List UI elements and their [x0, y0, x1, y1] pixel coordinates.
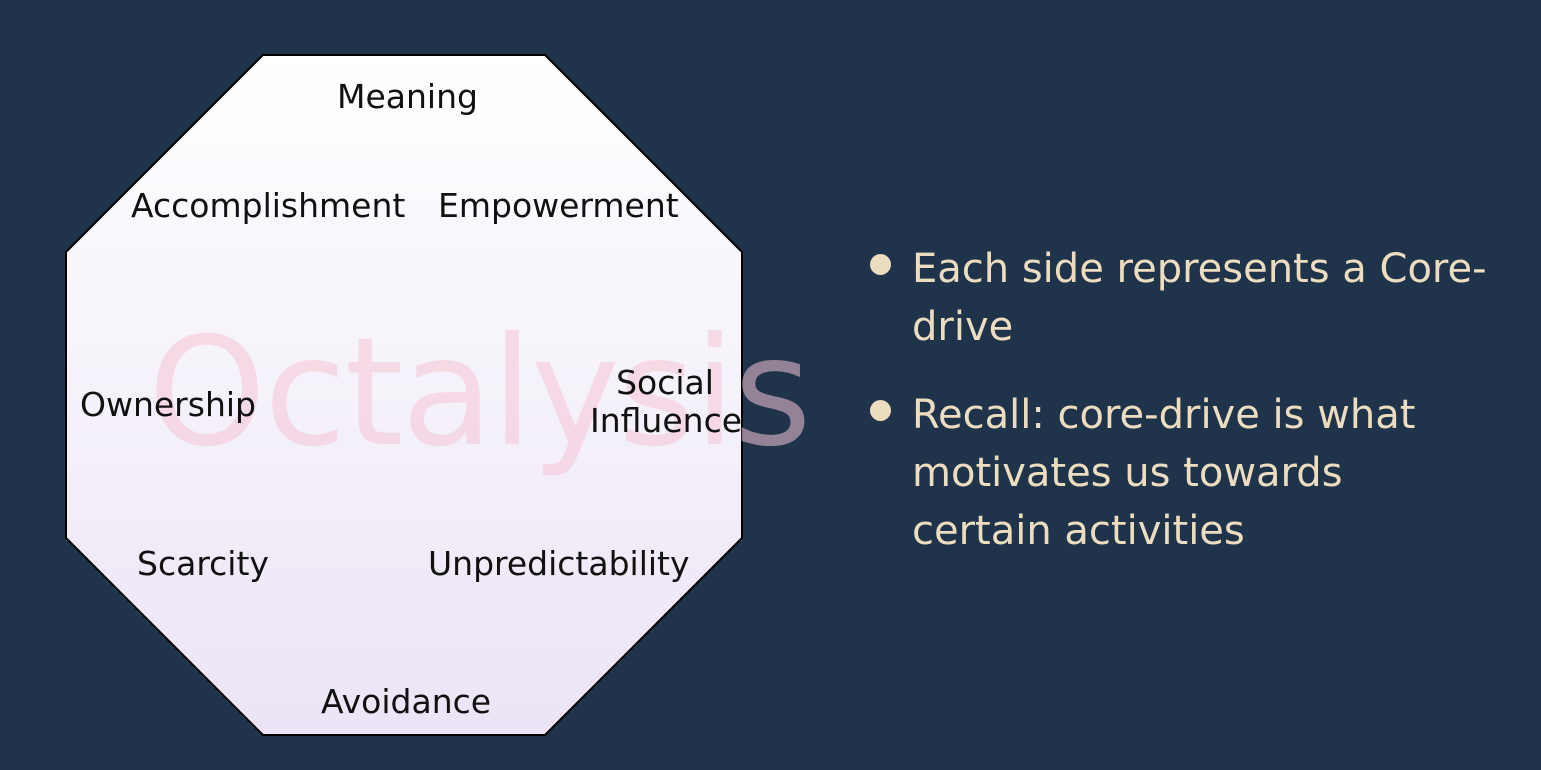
drive-empowerment: Empowerment [438, 186, 679, 225]
octalysis-watermark: Octalysis [148, 306, 812, 480]
drive-social-influence-line1: Social [616, 363, 714, 402]
drive-ownership: Ownership [80, 385, 256, 424]
octalysis-octagon [65, 54, 743, 736]
bullet-text: Recall: core-drive is what motivates us … [912, 392, 1416, 554]
drive-unpredictability: Unpredictability [428, 544, 690, 583]
octagon-shape [65, 54, 743, 736]
bullet-dot-icon [870, 254, 891, 275]
drive-meaning: Meaning [337, 77, 478, 116]
drive-accomplishment: Accomplishment [131, 186, 406, 225]
bullet-text: Each side represents a Core-drive [912, 246, 1487, 350]
drive-social-influence-line2: Influence [590, 400, 743, 440]
drive-scarcity: Scarcity [137, 544, 269, 583]
bullet-item: Recall: core-drive is what motivates us … [870, 386, 1490, 560]
bullet-list: Each side represents a Core-drive Recall… [870, 240, 1490, 590]
drive-avoidance: Avoidance [321, 682, 492, 721]
drive-social-influence: Social Influence [590, 363, 743, 440]
bullet-item: Each side represents a Core-drive [870, 240, 1490, 356]
bullet-dot-icon [870, 400, 891, 421]
